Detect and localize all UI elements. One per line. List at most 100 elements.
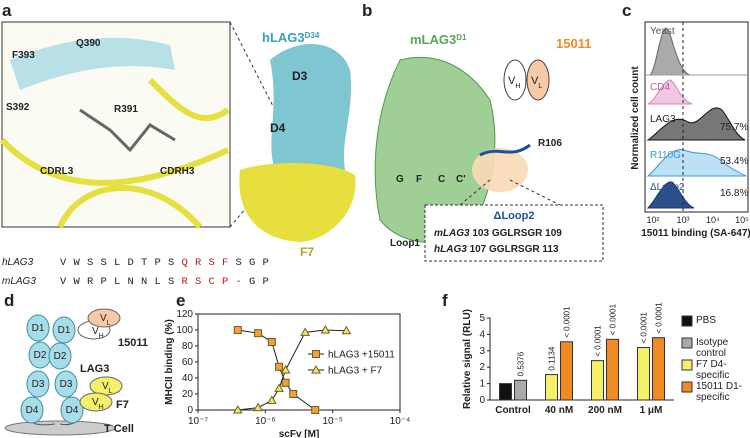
- domain: D3: [60, 379, 73, 390]
- sample: LAG3: [650, 114, 676, 125]
- start: 103: [472, 228, 489, 239]
- p-value: < 0.0001: [563, 306, 572, 338]
- domain: D1: [58, 325, 71, 336]
- residue: Q390: [76, 38, 101, 49]
- percent: 75.7%: [720, 122, 748, 133]
- panel-label: c: [622, 1, 631, 20]
- y-tick-label: 1: [479, 379, 485, 390]
- deletion-label: ΔLoop2: [494, 210, 535, 222]
- y-label: MHCII binding (%): [164, 319, 175, 405]
- vh: VH: [92, 326, 104, 340]
- x-tick-label: 10⁵: [735, 215, 749, 225]
- seq-diff: QRSF: [182, 257, 236, 269]
- vl: VL: [102, 381, 113, 395]
- sub: L: [538, 83, 542, 90]
- legend-entry: F7 D4-specific: [696, 359, 729, 381]
- legend-swatch: [681, 359, 693, 371]
- bar: [591, 360, 604, 401]
- name: mLAG3: [410, 32, 456, 47]
- panel-label: d: [4, 291, 14, 310]
- legend-marker: [312, 350, 320, 358]
- loop-row: hLAG3 107 GGLRSGR 113: [434, 244, 559, 255]
- bar: [514, 379, 527, 401]
- vl-domain: [526, 59, 550, 101]
- legend-marker: [311, 364, 321, 374]
- v: V: [531, 75, 539, 87]
- residue: S392: [6, 102, 30, 113]
- percent: 53.4%: [720, 156, 748, 167]
- x-tick-label: 10⁻⁵: [322, 416, 343, 427]
- y-tick-label: 40: [182, 373, 194, 384]
- sub: H: [99, 404, 104, 411]
- domain: D2: [34, 350, 47, 361]
- loop-box: [424, 204, 604, 262]
- panel-label: e: [176, 291, 185, 310]
- p-value: < 0.0001: [609, 303, 618, 335]
- loop2: [479, 143, 531, 157]
- marker: [320, 324, 331, 334]
- residue: R391: [114, 104, 138, 115]
- x-tick-label: Control: [495, 405, 531, 416]
- sample: CD4: [650, 82, 670, 93]
- strand: C': [456, 174, 466, 185]
- shape: [52, 316, 76, 344]
- bar: [606, 338, 619, 401]
- y-tick-label: 0: [479, 395, 485, 406]
- p-value: < 0.0001: [594, 325, 603, 357]
- bar: [652, 337, 665, 401]
- fit-line: [237, 329, 347, 411]
- bar: [637, 347, 650, 401]
- loop-row: mLAG3 103 GGLRSGR 109: [434, 228, 562, 239]
- loop-label: Loop1: [390, 238, 420, 249]
- y-tick-label: 2: [479, 362, 485, 373]
- legend-label: hLAG3 +15011: [328, 350, 395, 361]
- vl: VL: [531, 75, 542, 90]
- sub: H: [99, 333, 104, 340]
- zoom-line: [509, 179, 561, 206]
- cdr: CDRL3: [40, 166, 74, 177]
- y-tick-label: 120: [176, 309, 193, 320]
- antibody-label: F7: [116, 399, 129, 411]
- strand: C: [438, 174, 445, 185]
- seq: GGLRSGR: [492, 228, 543, 239]
- v: V: [92, 397, 99, 408]
- end: 113: [542, 244, 559, 255]
- shape: [26, 314, 50, 342]
- legend-label: PBS: [696, 315, 717, 326]
- sub: L: [109, 388, 113, 395]
- y-label: Normalized cell count: [630, 66, 641, 170]
- y-tick-label: 80: [182, 341, 194, 352]
- seq-name: mLAG3: [2, 276, 36, 287]
- p-value: < 0.0001: [655, 302, 664, 334]
- sample: ΔLoop2: [650, 182, 685, 193]
- f7-structure: [239, 163, 356, 242]
- domain-label: D4: [270, 121, 286, 135]
- x-tick-label: 200 nM: [588, 405, 622, 416]
- vh: VH: [508, 75, 520, 90]
- legend-entry: PBS: [696, 315, 717, 326]
- seq-diff: RSCP-: [182, 276, 250, 288]
- y-label: Relative signal (RLU): [462, 309, 473, 409]
- marker: [280, 364, 291, 374]
- legend-entry: 15011 D1-specific: [696, 381, 742, 403]
- y-tick-label: 3: [479, 346, 485, 357]
- seq-name: hLAG3: [2, 257, 34, 268]
- protein-label: LAG3: [80, 363, 109, 375]
- marker: [253, 402, 263, 412]
- shape: [20, 396, 44, 424]
- legend-swatch: [681, 381, 693, 393]
- membrane: [4, 420, 116, 436]
- marker: [267, 338, 276, 346]
- seq: VWRPLNNLS: [60, 276, 182, 288]
- antibody-label: F7: [300, 245, 314, 259]
- protein-label: hLAG3D34: [262, 30, 320, 45]
- y-tick-label: 4: [479, 329, 485, 340]
- sample: Yeast: [650, 26, 675, 37]
- y-tick-label: 20: [182, 389, 194, 400]
- histogram: [646, 181, 695, 209]
- x-tick-label: 10⁻⁷: [188, 416, 208, 427]
- sample: R110G: [650, 150, 681, 161]
- panel-label: a: [2, 1, 12, 20]
- legend-swatch: [681, 315, 693, 327]
